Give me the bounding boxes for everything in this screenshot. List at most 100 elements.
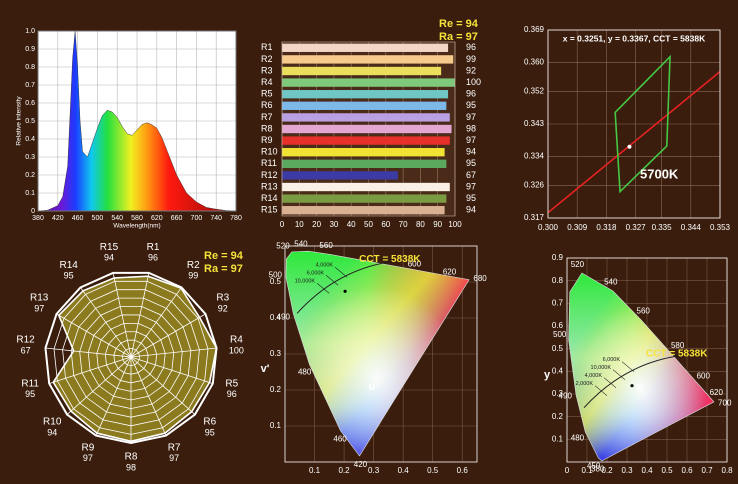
bar (282, 206, 445, 215)
category-label: R3 (261, 65, 273, 75)
annotation: Re = 94 (439, 18, 479, 30)
x-tick-label: 10 (295, 220, 304, 229)
x-tick-label: 0 (565, 466, 570, 475)
x-tick-label: 0.1 (581, 466, 593, 475)
x-tick-label: 0.300 (538, 223, 559, 232)
white-point (343, 289, 347, 293)
category-label: R8 (261, 123, 273, 133)
spoke (80, 287, 132, 358)
wavelength-label: 580 (671, 341, 685, 350)
y-tick-label: 0.1 (25, 190, 35, 197)
annotation: 5700K (640, 166, 679, 181)
category-label: R12 (261, 170, 278, 180)
category-label: R13 (30, 293, 49, 304)
x-tick-label: 60 (381, 220, 390, 229)
spoke (130, 356, 167, 436)
x-tick-label: 80 (416, 220, 425, 229)
wavelength-label: 600 (697, 371, 711, 380)
bar (282, 55, 454, 64)
x-tick-label: 0.318 (596, 223, 617, 232)
y-tick-label: 0.6 (552, 321, 564, 330)
isotherm-label: 6,000K (603, 357, 621, 363)
spoke (49, 356, 132, 384)
annotation: Ra = 97 (204, 263, 243, 275)
chart-title: x = 0.3251, y = 0.3367, CCT = 5838K (563, 33, 706, 43)
spoke (130, 272, 150, 358)
value-label: 94 (47, 427, 57, 437)
value-label: 95 (466, 158, 476, 168)
value-label: 97 (169, 453, 179, 463)
plot-border (281, 41, 456, 217)
x-tick-label: 100 (448, 220, 462, 229)
wavelength-label: 600 (408, 260, 422, 269)
category-label: R14 (60, 260, 79, 271)
y-axis-label: Relative intensity (16, 96, 23, 146)
y-tick-label: 0.3 (552, 389, 564, 398)
x-tick-label: 40 (347, 220, 356, 229)
category-label: R11 (21, 378, 39, 389)
radar-outline (52, 275, 218, 443)
wavelength-label: 420 (354, 460, 368, 469)
x-tick-label: 0.2 (339, 466, 351, 475)
white-point (630, 384, 634, 388)
bar (282, 182, 450, 192)
category-label: R7 (168, 442, 181, 453)
x-tick-label: 0.7 (701, 466, 713, 475)
wavelength-label: 500 (553, 330, 567, 339)
x-tick-label: 0.4 (641, 466, 653, 475)
x-axis-label: u' (368, 381, 378, 393)
grid-ring (53, 280, 209, 435)
spoke (130, 287, 182, 358)
value-label: 99 (466, 54, 476, 64)
spoke (130, 347, 217, 358)
bar (282, 194, 447, 203)
y-tick-label: 0.360 (524, 58, 545, 67)
y-tick-label: 0.6 (25, 100, 35, 107)
value-label: 98 (126, 462, 136, 472)
isotherm-label: 4,000K (316, 263, 334, 269)
isotherm-label: 10,000K (295, 279, 316, 285)
category-label: R6 (261, 100, 273, 110)
value-label: 100 (466, 77, 481, 87)
spoke (95, 356, 132, 436)
y-tick-label: 0.7 (25, 82, 35, 89)
value-label: 94 (104, 253, 114, 263)
y-tick-label: 0.4 (552, 366, 564, 375)
category-label: R11 (261, 158, 277, 168)
wavelength-label: 700 (718, 399, 732, 408)
x-tick-label: 0.344 (681, 223, 702, 232)
y-tick-label: 0.3 (270, 349, 282, 358)
y-tick-label: 0.8 (25, 64, 35, 71)
x-tick-label: 0.5 (661, 466, 673, 475)
bar (282, 171, 398, 180)
y-tick-label: 0.4 (25, 136, 35, 143)
category-label: R13 (261, 181, 278, 191)
grid-ring (70, 297, 192, 418)
y-tick-label: 0.5 (270, 277, 282, 286)
x-tick-label: 0.4 (398, 466, 410, 475)
annotation: CCT = 5838K (646, 348, 708, 359)
value-label: 98 (466, 123, 476, 133)
category-label: R1 (261, 42, 273, 52)
x-tick-label: 0.327 (626, 223, 647, 232)
y-tick-label: 0.1 (552, 434, 564, 443)
isotherm (316, 283, 330, 294)
isotherm (334, 267, 348, 278)
grid-ring (44, 271, 218, 445)
data-point (627, 144, 632, 149)
x-tick-label: 460 (72, 215, 84, 222)
wavelength-label: 480 (571, 433, 585, 442)
x-tick-label: 580 (131, 215, 143, 222)
spoke (66, 356, 132, 415)
wavelength-label: 680 (473, 274, 487, 283)
category-label: R6 (203, 417, 216, 428)
y-tick-label: 0.9 (25, 46, 35, 53)
wavelength-label: 520 (276, 242, 290, 251)
y-tick-label: 0.326 (524, 181, 545, 190)
spectral-locus (285, 250, 470, 457)
x-tick-label: 660 (171, 215, 183, 222)
x-tick-label: 780 (230, 215, 242, 222)
y-tick-label: 1.0 (25, 28, 35, 35)
category-label: R15 (261, 205, 278, 215)
